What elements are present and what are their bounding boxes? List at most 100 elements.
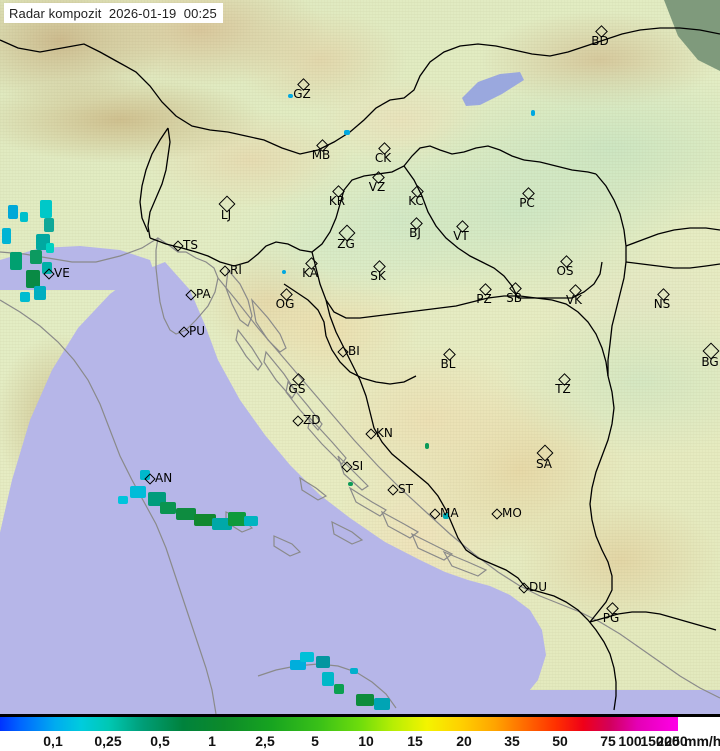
- legend-tick-0: 0,1: [43, 733, 63, 749]
- map-title-text: Radar kompozit 2026-01-19 00:25: [9, 5, 217, 21]
- city-label: OG: [275, 297, 295, 311]
- city-label: VT: [453, 229, 469, 243]
- radar-echo-layer: [2, 94, 535, 710]
- city-label: TZ: [555, 382, 571, 396]
- city-label: LJ: [220, 208, 232, 222]
- city-label: KN: [376, 426, 393, 440]
- city-label: BG: [701, 355, 719, 369]
- legend-tick-15: 250: [664, 733, 688, 749]
- legend-tick-12: 100: [618, 733, 642, 749]
- radar-echo-ancona-band: [160, 502, 176, 514]
- city-label: ZG: [337, 237, 355, 251]
- radar-echo-venice-band: [46, 243, 54, 253]
- legend-tick-4: 2,5: [255, 733, 275, 749]
- radar-echo-inland-cell: [344, 130, 350, 135]
- city-label: BJ: [409, 226, 421, 240]
- radar-echo-ancona-band: [130, 486, 146, 498]
- city-label: OS: [556, 264, 574, 278]
- radar-echo-ancona-band: [212, 518, 232, 530]
- radar-echo-dalmatia-s: [374, 698, 390, 710]
- city-label: MA: [440, 506, 459, 520]
- legend-tick-14: 200: [656, 733, 680, 749]
- radar-echo-inland-cell: [282, 270, 286, 274]
- city-label: RI: [230, 263, 242, 277]
- radar-echo-venice-band: [10, 252, 22, 270]
- city-label: CK: [374, 151, 392, 165]
- radar-echo-dalmatia-s: [356, 694, 374, 706]
- radar-echo-venice-band: [42, 262, 52, 274]
- city-label: PG: [602, 611, 620, 625]
- city-label: VZ: [368, 180, 386, 194]
- city-label: PZ: [476, 292, 492, 306]
- city-label: KA: [302, 266, 318, 280]
- city-label: SB: [506, 291, 522, 305]
- legend-unit-label: mm/h: [684, 733, 720, 749]
- city-label: VK: [565, 293, 583, 307]
- radar-echo-ancona-band: [140, 470, 150, 480]
- city-label: BI: [348, 344, 360, 358]
- map-title-bar: Radar kompozit 2026-01-19 00:25: [4, 3, 223, 23]
- radar-echo-ancona-band: [228, 512, 246, 526]
- radar-echo-venice-band: [40, 200, 52, 218]
- city-label: BL: [440, 357, 456, 371]
- city-label: SI: [352, 459, 364, 473]
- radar-echo-venice-band: [34, 286, 46, 300]
- radar-echo-venice-band: [20, 292, 30, 302]
- radar-echo-venice-band: [30, 250, 42, 264]
- legend-color-ramp: [0, 717, 678, 731]
- city-label: PA: [196, 287, 211, 301]
- city-label: ST: [398, 482, 413, 496]
- legend-tick-11: 75: [600, 733, 616, 749]
- radar-echo-ancona-band: [118, 496, 128, 504]
- radar-echo-ancona-band: [176, 508, 196, 520]
- legend-top-rule: [0, 714, 720, 717]
- radar-echo-inland-cell: [425, 443, 429, 449]
- city-label: GS: [288, 382, 306, 396]
- radar-echo-dalmatia-s: [334, 684, 344, 694]
- radar-echo-venice-band: [2, 228, 11, 244]
- legend-tick-10: 50: [552, 733, 568, 749]
- radar-map-canvas[interactable]: BD GZ MB CK VZ KR KC PC LJ ZG BJ VT TS KA SK OS RI PA OG PZ…: [0, 0, 720, 714]
- radar-echo-inland-cell: [531, 110, 535, 116]
- legend-tick-6: 10: [358, 733, 374, 749]
- city-label: PU: [189, 324, 206, 338]
- radar-echo-venice-band: [26, 270, 40, 288]
- city-label: DU: [529, 580, 548, 594]
- legend-tick-2: 0,5: [150, 733, 170, 749]
- radar-echo-inland-cell: [288, 94, 293, 98]
- radar-echo-dalmatia-s: [350, 668, 358, 674]
- radar-echo-dalmatia-s: [316, 656, 330, 668]
- legend-tick-1: 0,25: [94, 733, 122, 749]
- legend-tick-7: 15: [407, 733, 423, 749]
- city-label: GZ: [293, 87, 311, 101]
- legend-tick-8: 20: [456, 733, 472, 749]
- legend-tick-5: 5: [311, 733, 319, 749]
- city-label: BD: [591, 34, 609, 48]
- radar-echo-inland-cell: [443, 513, 449, 519]
- radar-echo-dalmatia-s: [290, 660, 306, 670]
- city-label: VE: [54, 266, 70, 280]
- city-label: SA: [535, 457, 553, 471]
- radar-echo-dalmatia-s: [322, 672, 334, 686]
- radar-echo-ancona-band: [244, 516, 258, 526]
- radar-echo-venice-band: [8, 205, 18, 219]
- legend-tick-13: 150: [640, 733, 664, 749]
- radar-echo-venice-band: [44, 218, 54, 232]
- city-label: SK: [370, 269, 386, 283]
- radar-echo-venice-band: [20, 212, 28, 222]
- radar-echo-dalmatia-s: [300, 652, 314, 662]
- city-label: KC: [408, 194, 424, 208]
- coast-and-border-vectors: [0, 236, 720, 714]
- radar-echo-inland-cell: [348, 482, 353, 486]
- city-label: MB: [311, 148, 331, 162]
- city-label: ZD: [303, 413, 321, 427]
- legend-tick-9: 35: [504, 733, 520, 749]
- city-label: TS: [183, 238, 198, 252]
- city-label: MO: [502, 506, 522, 520]
- city-label: PC: [519, 196, 535, 210]
- radar-echo-ancona-band: [194, 514, 216, 526]
- city-label: KR: [328, 194, 346, 208]
- city-label: NS: [653, 297, 671, 311]
- city-label: AN: [155, 471, 173, 485]
